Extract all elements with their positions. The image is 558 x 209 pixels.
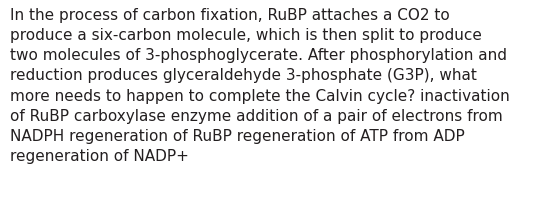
Text: In the process of carbon fixation, RuBP attaches a CO2 to
produce a six-carbon m: In the process of carbon fixation, RuBP … [10,8,510,164]
